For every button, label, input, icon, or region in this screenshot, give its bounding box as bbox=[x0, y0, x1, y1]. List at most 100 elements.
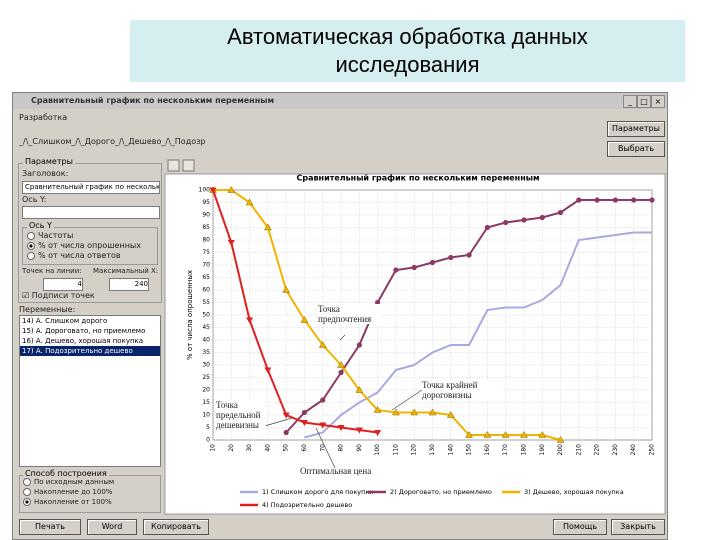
title-field[interactable]: Сравнительный график по нескольким перем… bbox=[22, 181, 160, 194]
y-field[interactable] bbox=[22, 206, 160, 219]
x-tick-label: 120 bbox=[411, 444, 418, 456]
y-tick-label: 60 bbox=[202, 287, 210, 294]
tabs[interactable]: _/\_Слишком_/\_Дорого_/\_Дешево_/\_Подоз… bbox=[19, 137, 206, 146]
radio[interactable]: По исходным данным bbox=[23, 478, 114, 486]
menu[interactable]: Разработка bbox=[19, 113, 68, 122]
point bbox=[300, 420, 308, 426]
point bbox=[557, 209, 564, 216]
radio-label: % от числа опрошенных bbox=[38, 241, 141, 250]
y-tick-label: 95 bbox=[202, 199, 210, 206]
y-tick-label: 20 bbox=[202, 387, 210, 394]
list-item[interactable]: 17) А. Подозрительно дешево bbox=[20, 346, 160, 356]
radio[interactable]: % от числа ответов bbox=[27, 251, 121, 260]
list-item[interactable]: 15) А. Дороговато, но приемлемо bbox=[22, 327, 146, 335]
point bbox=[227, 186, 236, 193]
minimize-button[interactable]: _ bbox=[623, 95, 637, 108]
params-button[interactable]: Параметры bbox=[607, 121, 665, 137]
maxx-field[interactable]: 240 bbox=[109, 278, 149, 291]
point bbox=[612, 197, 619, 203]
y-tick-label: 30 bbox=[202, 362, 210, 369]
point bbox=[465, 431, 474, 438]
print-button[interactable]: Печать bbox=[19, 519, 81, 535]
point bbox=[355, 427, 363, 434]
x-tick-label: 200 bbox=[557, 444, 564, 456]
point bbox=[466, 252, 472, 258]
label: Максимальный X: bbox=[93, 267, 159, 275]
toolbar-icon[interactable] bbox=[167, 159, 180, 172]
annotation-line bbox=[339, 334, 346, 341]
close-button[interactable]: Закрыть bbox=[611, 519, 665, 535]
y-tick-label: 25 bbox=[202, 374, 210, 381]
x-tick-label: 50 bbox=[283, 444, 290, 452]
list-item[interactable]: 16) А. Дешево, хорошая покупка bbox=[22, 337, 144, 345]
y-tick-label: 50 bbox=[202, 312, 210, 319]
radio-label: Накопление до 100% bbox=[34, 488, 113, 496]
annotation: Оптимальная цена bbox=[300, 466, 372, 476]
radio[interactable]: % от числа опрошенных bbox=[27, 241, 141, 250]
y-tick-label: 100 bbox=[199, 187, 211, 194]
y-tick-label: 10 bbox=[202, 412, 210, 419]
x-tick-label: 240 bbox=[630, 444, 637, 456]
x-tick-label: 30 bbox=[246, 444, 253, 452]
y-tick-label: 80 bbox=[202, 237, 210, 244]
help-button[interactable]: Помощь bbox=[553, 519, 607, 535]
y-tick-label: 15 bbox=[202, 399, 210, 406]
x-tick-label: 190 bbox=[539, 444, 546, 456]
point bbox=[264, 367, 272, 374]
x-tick-label: 10 bbox=[210, 444, 217, 452]
y-tick-label: 75 bbox=[202, 249, 210, 256]
group-label: Ось Y bbox=[27, 221, 54, 230]
point bbox=[263, 223, 272, 231]
point bbox=[411, 264, 417, 271]
label: Ось Y: bbox=[22, 195, 47, 204]
points-field[interactable]: 4 bbox=[43, 278, 83, 291]
slide-title-text: Автоматическая обработка данных исследов… bbox=[227, 24, 588, 77]
radio-label: % от числа ответов bbox=[38, 251, 121, 260]
toolbar-icon[interactable] bbox=[182, 159, 195, 172]
point bbox=[301, 409, 308, 416]
y-tick-label: 55 bbox=[202, 299, 210, 306]
copy-button[interactable]: Копировать bbox=[143, 519, 209, 535]
series-line bbox=[213, 189, 561, 441]
close-button[interactable]: × bbox=[651, 95, 665, 108]
annotation: Точка предпочтения bbox=[318, 304, 380, 324]
point bbox=[246, 317, 254, 324]
x-tick-label: 180 bbox=[520, 444, 527, 456]
point bbox=[355, 386, 364, 393]
annotation-line bbox=[391, 389, 423, 411]
x-tick-label: 230 bbox=[612, 444, 619, 456]
radio[interactable]: Накопление от 100% bbox=[23, 498, 112, 506]
word-button[interactable]: Word bbox=[87, 519, 137, 535]
annotation: Точка крайней дороговизны bbox=[422, 380, 502, 400]
series-line bbox=[304, 231, 652, 439]
point bbox=[338, 369, 344, 376]
x-tick-label: 110 bbox=[392, 444, 399, 456]
point bbox=[393, 267, 399, 273]
group-label: Параметры bbox=[23, 157, 75, 166]
maximize-button[interactable]: □ bbox=[637, 95, 651, 108]
x-tick-label: 60 bbox=[301, 444, 308, 452]
variables-list: 14) А. Слишком дорого 15) А. Дороговато,… bbox=[19, 315, 161, 467]
select-button[interactable]: Выбрать bbox=[607, 141, 665, 157]
y-tick-label: 45 bbox=[202, 324, 210, 331]
point bbox=[337, 361, 345, 368]
y-tick-label: 0 bbox=[206, 437, 210, 444]
x-tick-label: 220 bbox=[594, 444, 601, 456]
checkbox[interactable]: ☑ Подписи точек bbox=[22, 291, 95, 300]
radio[interactable]: Частоты bbox=[27, 231, 73, 240]
point bbox=[556, 436, 565, 443]
y-axis-title: % от числа опрошенных bbox=[186, 270, 194, 360]
point bbox=[319, 422, 327, 429]
list-item[interactable]: 14) А. Слишком дорого bbox=[22, 317, 108, 325]
legend-label: 3) Дешево, хорошая покупка bbox=[524, 488, 624, 496]
point bbox=[410, 408, 419, 416]
radio[interactable]: Накопление до 100% bbox=[23, 488, 112, 496]
label: Заголовок: bbox=[22, 169, 69, 178]
x-tick-label: 150 bbox=[466, 444, 473, 456]
y-tick-label: 35 bbox=[202, 349, 210, 356]
point bbox=[483, 431, 492, 438]
annotation: Точка предельной дешевизны bbox=[216, 400, 266, 430]
x-tick-label: 130 bbox=[429, 444, 436, 456]
